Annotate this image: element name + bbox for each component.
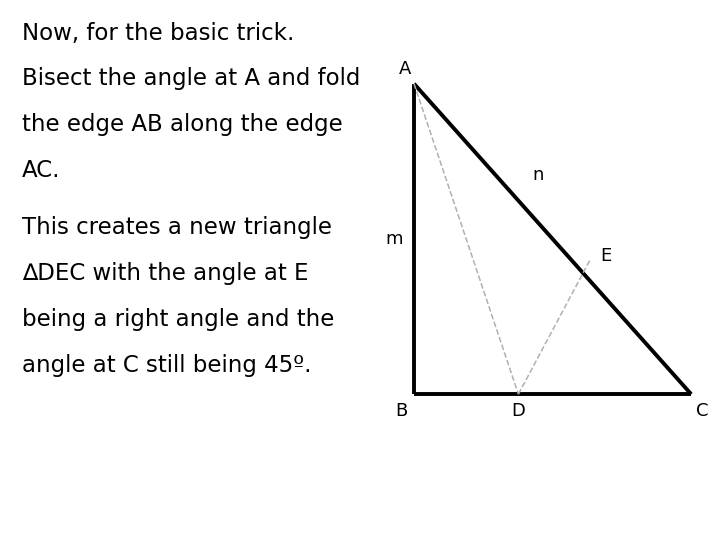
Text: Bisect the angle at A and fold: Bisect the angle at A and fold (22, 68, 360, 91)
Text: D: D (511, 402, 526, 421)
Text: AC.: AC. (22, 159, 60, 183)
Text: B: B (395, 402, 408, 421)
Text: angle at C still being 45º.: angle at C still being 45º. (22, 354, 311, 377)
Text: Now, for the basic trick.: Now, for the basic trick. (22, 22, 294, 45)
Text: being a right angle and the: being a right angle and the (22, 308, 334, 331)
Text: C: C (696, 402, 708, 421)
Text: n: n (532, 166, 544, 185)
Text: This creates a new triangle: This creates a new triangle (22, 216, 332, 239)
Text: A: A (398, 59, 411, 78)
Text: m: m (385, 230, 402, 248)
Text: E: E (600, 247, 612, 265)
Text: the edge AB along the edge: the edge AB along the edge (22, 113, 342, 137)
Text: ∆DEC with the angle at E: ∆DEC with the angle at E (22, 262, 308, 285)
